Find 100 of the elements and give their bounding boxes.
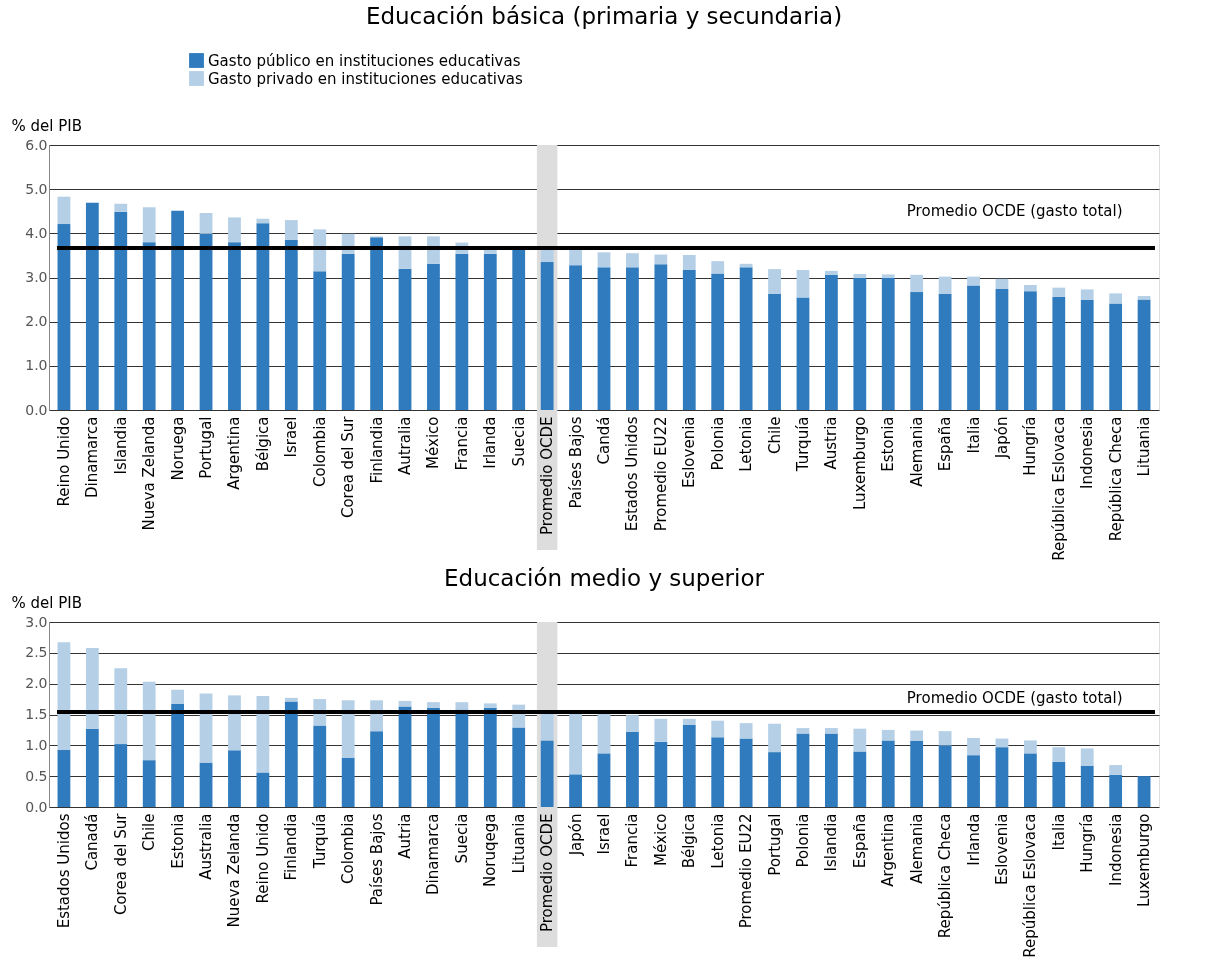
x-tick-label: México (651, 813, 670, 866)
bar (228, 695, 241, 751)
x-tick-label: Japón (566, 813, 585, 857)
bar (1109, 293, 1123, 304)
bar (853, 277, 867, 410)
bar (483, 703, 497, 708)
x-tick-label: Luxemburgo (1135, 813, 1154, 907)
y-tick-label: 1.0 (25, 357, 48, 374)
x-tick-label: Polonia (708, 416, 727, 471)
x-tick-label: Candá (595, 416, 613, 465)
x-tick-label: Noruega (168, 416, 187, 481)
bar (654, 264, 668, 410)
bar (597, 252, 611, 268)
bar (398, 706, 412, 807)
bar (1023, 753, 1037, 807)
bar (711, 737, 725, 807)
bar (228, 217, 241, 243)
bar (967, 737, 980, 756)
bar (881, 740, 895, 807)
x-tick-label: Letonia (708, 813, 727, 869)
y-tick-label: 1.5 (25, 706, 48, 722)
bar (199, 233, 213, 410)
bar (1137, 299, 1151, 410)
bar (1080, 765, 1094, 807)
y-tick-label: 4.0 (25, 224, 48, 241)
x-tick-label: Dinamarca (424, 813, 443, 895)
bar (938, 276, 952, 294)
bar (512, 248, 526, 410)
y-tick-label: 3.0 (25, 269, 48, 285)
bar (597, 753, 611, 807)
bar (455, 253, 469, 410)
bar (796, 297, 810, 410)
x-tick-label: Estonia (168, 813, 187, 869)
x-tick-label: Irlanda (964, 813, 983, 866)
x-tick-label: Israel (595, 813, 613, 855)
bar (1023, 285, 1037, 292)
x-tick-label: Lituania (1135, 416, 1154, 477)
x-tick-label: Israel (282, 416, 301, 458)
x-tick-label: México (424, 416, 443, 469)
bar (1137, 296, 1151, 300)
x-tick-label: Corea del Sur (339, 415, 358, 519)
x-tick-label: Suecia (452, 813, 471, 864)
x-tick-label: Lituania (509, 813, 528, 874)
bar (569, 249, 582, 266)
bar (1080, 748, 1094, 766)
bar (171, 689, 185, 705)
bar (682, 724, 696, 807)
bar (284, 220, 298, 240)
bar (938, 731, 952, 746)
x-tick-label: Finlandia (367, 416, 386, 484)
y-tick-label: 6.0 (25, 136, 48, 153)
bar (910, 730, 924, 742)
x-tick-label: Portugal (765, 813, 784, 876)
bar (711, 720, 725, 738)
x-tick-label: Irlanda (481, 416, 500, 469)
bar (825, 728, 838, 734)
x-tick-label: Austria (822, 416, 841, 470)
bar (825, 270, 838, 275)
bar (654, 741, 668, 807)
x-tick-label: Argentina (879, 813, 898, 887)
bar (881, 277, 895, 410)
x-tick-label: Autralia (396, 416, 415, 476)
x-tick-label: Indonesia (1078, 416, 1097, 490)
x-tick-label: Nueva Zelanda (140, 416, 159, 531)
y-tick-label: 3.0 (25, 613, 48, 630)
x-tick-label: Reino Unido (54, 416, 73, 507)
bar (427, 707, 440, 807)
x-tick-label: Estados Unidos (54, 813, 73, 929)
bar (1023, 291, 1037, 410)
bar (85, 202, 99, 410)
bar (284, 697, 298, 702)
bar (569, 712, 582, 775)
legend-label: Gasto público en instituciones educativas (208, 51, 521, 70)
x-tick-label: Japón (992, 416, 1011, 460)
bar (938, 293, 952, 410)
legend-label: Gasto privado en instituciones educativas (208, 69, 523, 88)
bar (114, 744, 128, 807)
x-tick-label: Italia (1049, 813, 1068, 851)
bar (85, 728, 99, 807)
x-tick-label: Promedio OCDE (538, 416, 557, 536)
x-tick-label: Estonia (879, 416, 898, 472)
x-tick-label: Estados Unidos (623, 416, 642, 532)
bar (1080, 300, 1094, 410)
bar (768, 293, 781, 410)
bar (995, 278, 1009, 289)
bar (313, 271, 327, 410)
bar (711, 261, 725, 274)
bar (967, 276, 980, 286)
ref-line-label: Promedio OCDE (gasto total) (906, 202, 1123, 221)
bar (768, 752, 781, 807)
chart-title: Educación medio y superior (444, 565, 765, 591)
bar (228, 242, 241, 410)
x-tick-label: Luxemburgo (850, 416, 869, 510)
bar (682, 718, 696, 725)
bar (171, 704, 185, 807)
x-tick-label: Finlandia (282, 813, 301, 881)
bar (199, 762, 213, 807)
bar (910, 741, 924, 807)
x-tick-label: Dinamarca (83, 416, 102, 498)
bar (967, 285, 980, 410)
